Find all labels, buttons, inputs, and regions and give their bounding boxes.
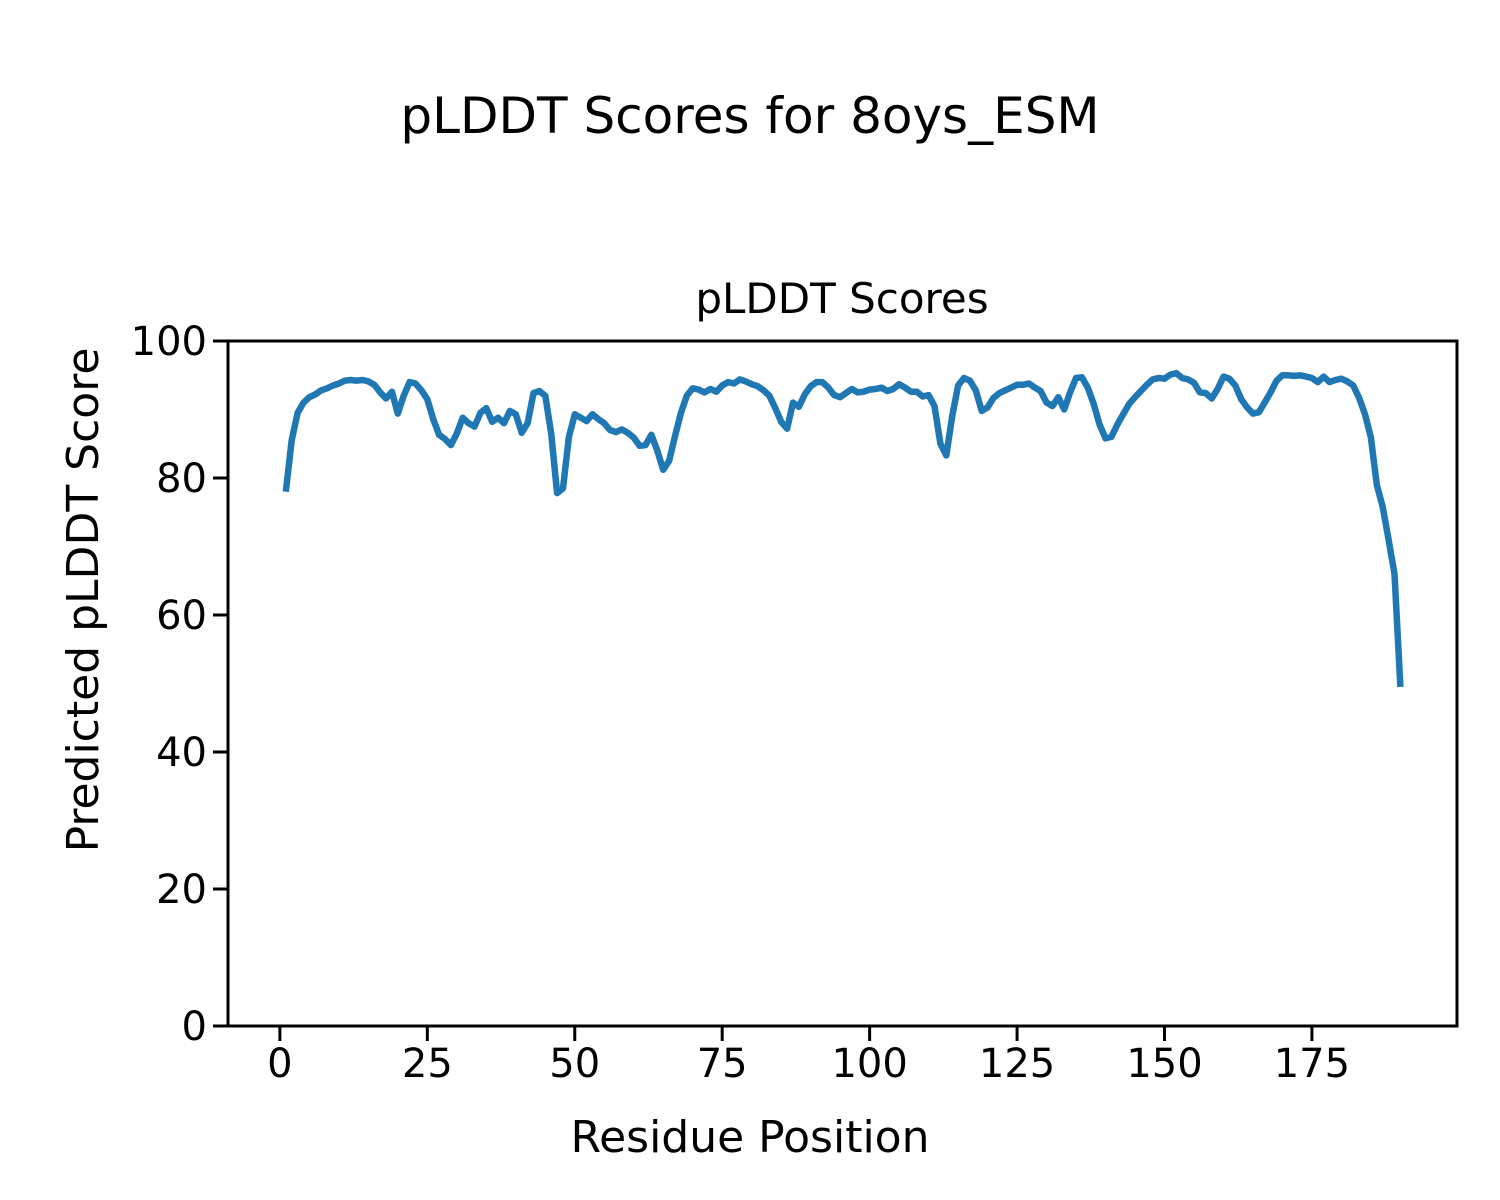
axes-title: pLDDT Scores xyxy=(695,274,988,323)
axis-tick-labels: 0 25 50 75 100 125 150 175 0 20 40 60 80 100 xyxy=(131,319,1350,1087)
y-tick-label: 40 xyxy=(156,730,207,776)
axis-tick-marks xyxy=(213,339,1314,1041)
x-tick-label: 125 xyxy=(979,1041,1055,1087)
x-tick-label: 25 xyxy=(402,1041,453,1087)
x-tick-label: 175 xyxy=(1274,1041,1350,1087)
x-tick-label: 0 xyxy=(267,1041,292,1087)
x-tick-label: 100 xyxy=(831,1041,907,1087)
x-tick-label: 150 xyxy=(1126,1041,1202,1087)
x-tick-label: 50 xyxy=(549,1041,600,1087)
y-tick-label: 0 xyxy=(182,1004,207,1050)
y-tick-label: 80 xyxy=(156,456,207,502)
y-tick-label: 60 xyxy=(156,593,207,639)
plddt-line xyxy=(282,369,1404,688)
figure-title: pLDDT Scores for 8oys_ESM xyxy=(400,87,1099,145)
y-tick-label: 20 xyxy=(156,867,207,913)
y-tick-label: 100 xyxy=(131,319,207,365)
x-tick-label: 75 xyxy=(697,1041,748,1087)
plot-border xyxy=(226,339,1459,1028)
x-axis-label: Residue Position xyxy=(570,1112,929,1163)
y-axis-label: Predicted pLDDT Score xyxy=(58,348,109,853)
